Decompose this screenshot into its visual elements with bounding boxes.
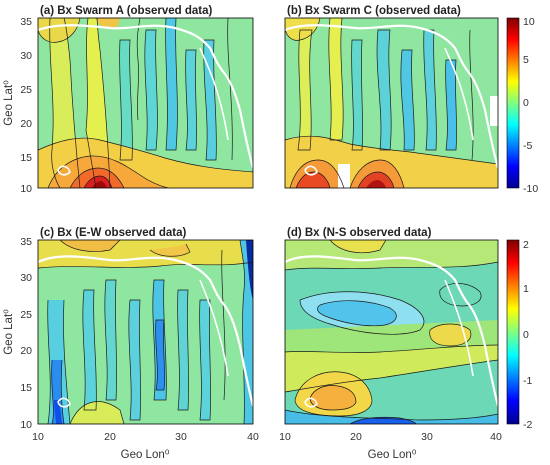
y-tick-c-25: 25: [20, 309, 32, 321]
contour-field-c: [38, 240, 253, 424]
x-tick-c-20: 20: [104, 431, 116, 443]
cbar-b-tick-m10: -10: [523, 183, 538, 195]
y-ticks-a: 10 15 20 25 30 35: [20, 16, 32, 195]
axes-frame-d: [284, 239, 499, 425]
colorbar-d-gradient: [506, 239, 520, 425]
x-tick-d-20: 20: [350, 431, 362, 443]
y-tick-c-15: 15: [20, 382, 32, 394]
title-a: (a) Bx Swarm A (observed data): [40, 5, 213, 17]
axes-frame-c: [37, 239, 254, 425]
cbar-d-tick-1: 1: [523, 283, 529, 295]
x-tick-c-40: 40: [247, 431, 259, 443]
axes-frame-b: [284, 17, 499, 189]
y-ticks-c: 10 15 20 25 30 35: [20, 236, 32, 431]
y-tick-a-10: 10: [20, 183, 32, 195]
title-b: (b) Bx Swarm C (observed data): [287, 5, 461, 17]
cbar-d-tick-0: 0: [523, 329, 529, 341]
y-tick-a-30: 30: [20, 50, 32, 62]
x-tick-d-40: 40: [490, 431, 502, 443]
x-tick-d-30: 30: [421, 431, 433, 443]
panel-a: (a) Bx Swarm A (observed data) 10 15 20 …: [3, 5, 254, 195]
x-ticks-c: 10 20 30 40: [32, 431, 259, 443]
x-tick-d-10: 10: [279, 431, 291, 443]
y-tick-c-10: 10: [20, 419, 32, 431]
y-tick-c-35: 35: [20, 236, 32, 248]
y-tick-a-35: 35: [20, 16, 32, 28]
title-d: (d) Bx (N-S observed data): [287, 227, 432, 239]
x-label-c: Geo Lon⁰: [121, 449, 170, 461]
cbar-b-tick-10: 10: [523, 16, 535, 28]
colorbar-d: 2 1 0 -1 -2: [506, 239, 532, 431]
cbar-b-tick-m5: -5: [523, 140, 532, 152]
colorbar-b: 10 5 0 -5 -10: [506, 16, 538, 195]
contour-field-a: [38, 18, 253, 188]
cbar-b-tick-5: 5: [523, 54, 529, 66]
contour-field-d: [285, 240, 498, 424]
y-tick-a-25: 25: [20, 84, 32, 96]
cbar-d-tick-m1: -1: [523, 375, 532, 387]
y-tick-a-15: 15: [20, 152, 32, 164]
x-tick-c-30: 30: [175, 431, 187, 443]
panel-c: (c) Bx (E-W observed data) 10 15 20 25 3…: [3, 227, 259, 461]
panel-d: (d) Bx (N-S observed data) 10 20 30 40 G…: [279, 227, 532, 461]
y-label-c: Geo Lat⁰: [3, 309, 15, 355]
cbar-d-tick-2: 2: [523, 239, 529, 251]
title-c: (c) Bx (E-W observed data): [40, 227, 186, 239]
x-ticks-d: 10 20 30 40: [279, 431, 502, 443]
colorbar-b-gradient: [506, 17, 520, 189]
x-tick-c-10: 10: [32, 431, 44, 443]
y-tick-a-20: 20: [20, 118, 32, 130]
cbar-b-tick-0: 0: [523, 97, 529, 109]
y-label-a: Geo Lat⁰: [3, 80, 15, 126]
axes-frame-a: [37, 17, 254, 189]
panel-b: (b) Bx Swarm C (observed data) 10 5 0 -5…: [284, 5, 538, 195]
x-label-d: Geo Lon⁰: [368, 449, 417, 461]
y-tick-c-20: 20: [20, 345, 32, 357]
y-tick-c-30: 30: [20, 272, 32, 284]
contour-field-b: [285, 18, 498, 188]
cbar-d-tick-m2: -2: [523, 419, 532, 431]
